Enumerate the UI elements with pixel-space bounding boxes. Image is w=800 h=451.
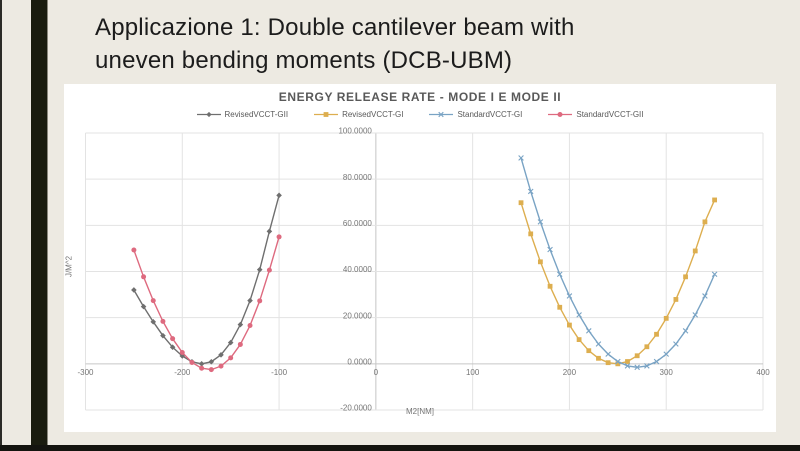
- svg-text:0: 0: [374, 368, 379, 377]
- line-circle-marker-icon: [548, 111, 573, 117]
- svg-text:200: 200: [563, 368, 577, 377]
- chart-area: ENERGY RELEASE RATE - MODE I E MODE II R…: [64, 84, 776, 432]
- line-diamond-marker-icon: [196, 111, 221, 117]
- svg-text:40.0000: 40.0000: [343, 265, 372, 274]
- svg-text:20.0000: 20.0000: [343, 311, 372, 320]
- slide-title-line2: uneven bending moments (DCB-UBM): [95, 47, 513, 74]
- svg-text:0.0000: 0.0000: [347, 357, 372, 366]
- svg-text:80.0000: 80.0000: [343, 173, 372, 182]
- plot-svg: 100.0000 80.0000 60.0000 40.0000 20.0000 0.00…: [77, 127, 770, 413]
- svg-text:-200: -200: [174, 368, 191, 377]
- line-x-marker-icon: [429, 111, 454, 117]
- chart-legend: RevisedVCCT-GII RevisedVCCT-GI StandardV…: [64, 108, 776, 120]
- x-axis-title: M2[NM]: [406, 407, 434, 416]
- slide-title: Applicazione 1: Double cantilever beam w…: [95, 11, 755, 77]
- legend-label: StandardVCCT-GI: [457, 109, 523, 119]
- slide-title-line1: Applicazione 1: Double cantilever beam w…: [95, 14, 575, 41]
- svg-text:-20.0000: -20.0000: [340, 404, 372, 413]
- chart-title: ENERGY RELEASE RATE - MODE I E MODE II: [278, 90, 562, 104]
- line-square-marker-icon: [314, 111, 339, 117]
- legend-item-standardvcct-gi: StandardVCCT-GI: [429, 110, 522, 119]
- slide-bottom-bar: [0, 445, 800, 451]
- svg-text:60.0000: 60.0000: [343, 219, 372, 228]
- slide-left-edge: [0, 0, 2, 451]
- legend-label: StandardVCCT-GII: [576, 109, 644, 119]
- svg-text:100.0000: 100.0000: [338, 127, 372, 136]
- legend-item-standardvcct-gii: StandardVCCT-GII: [548, 109, 644, 119]
- svg-text:100: 100: [466, 368, 480, 377]
- svg-text:400: 400: [756, 368, 770, 377]
- y-axis-title: J/M^2: [64, 255, 74, 278]
- svg-text:-300: -300: [77, 368, 94, 377]
- svg-text:-100: -100: [271, 368, 288, 377]
- svg-text:300: 300: [660, 368, 674, 377]
- legend-label: RevisedVCCT-GI: [342, 109, 404, 119]
- legend-item-revisedvcct-gii: RevisedVCCT-GII: [196, 109, 289, 119]
- legend-item-revisedvcct-gi: RevisedVCCT-GI: [314, 110, 403, 119]
- legend-label: RevisedVCCT-GII: [224, 109, 289, 119]
- left-accent-bar: [31, 0, 48, 451]
